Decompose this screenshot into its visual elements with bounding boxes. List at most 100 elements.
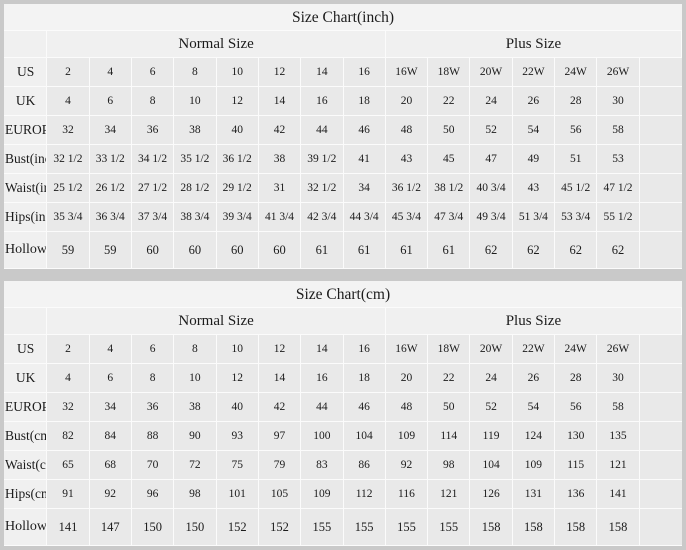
table-cell: 32 1/2 [300, 173, 344, 203]
table-cell: 34 [88, 392, 132, 422]
table-cell: 62 [554, 231, 598, 269]
group-header-plus-size: Plus Size [384, 307, 683, 335]
table-cell: 98 [427, 450, 471, 480]
table-cell: 44 3/4 [342, 202, 386, 232]
table-cell: 109 [511, 450, 556, 480]
table-row: Hollow to Floor(inch)5959606060606161616… [3, 231, 683, 269]
table-cell: 36 [130, 392, 175, 422]
table-cell: 32 [46, 115, 90, 145]
row-trailing-pad [638, 334, 683, 364]
chart-separator [0, 269, 686, 281]
chart-title: Size Chart(cm) [4, 281, 682, 308]
chart-title: Size Chart(inch) [4, 4, 682, 31]
row-trailing-pad [638, 115, 683, 145]
table-cell: 24 [469, 86, 513, 116]
table-cell: 62 [469, 231, 513, 269]
table-cell: 86 [342, 450, 386, 480]
table-cell: 16 [342, 334, 386, 364]
group-header-row: Normal Size Plus Size [3, 30, 683, 58]
table-cell: 6 [88, 363, 132, 393]
table-cell: 18 [342, 86, 386, 116]
table-cell: 58 [596, 392, 640, 422]
table-cell: 155 [427, 508, 471, 546]
table-cell: 20W [469, 57, 513, 87]
table-cell: 45 1/2 [554, 173, 598, 203]
table-cell: 16 [300, 363, 344, 393]
table-cell: 12 [257, 334, 302, 364]
table-cell: 10 [173, 363, 217, 393]
table-cell: 49 [511, 144, 556, 174]
table-cell: 6 [130, 334, 175, 364]
table-cell: 155 [300, 508, 344, 546]
table-cell: 52 [469, 115, 513, 145]
table-cell: 150 [173, 508, 217, 546]
row-label: UK [3, 363, 48, 393]
table-cell: 31 [257, 173, 302, 203]
table-cell: 18 [342, 363, 386, 393]
table-cell: 104 [342, 421, 386, 451]
table-cell: 40 3/4 [469, 173, 513, 203]
row-trailing-pad [638, 508, 683, 546]
table-cell: 97 [257, 421, 302, 451]
table-cell: 43 [511, 173, 556, 203]
group-header-plus-size: Plus Size [384, 30, 683, 58]
table-cell: 20 [384, 86, 429, 116]
size-table-inch-body: Size Chart(inch) Normal Size Plus Size US 2 4… [3, 4, 683, 269]
table-cell: 75 [215, 450, 259, 480]
table-row: EUROPE3234363840424446485052545658 [3, 392, 683, 422]
row-label: Waist(inch) [3, 173, 48, 203]
table-cell: 20 [384, 363, 429, 393]
table-row: US 2 4 6 8 10 12 14 16 16W 18W 20W 22W 24W 26W [3, 57, 683, 87]
table-cell: 30 [596, 363, 640, 393]
table-cell: 38 [173, 392, 217, 422]
table-cell: 126 [469, 479, 513, 509]
table-cell: 36 1/2 [215, 144, 259, 174]
table-cell: 55 1/2 [596, 202, 640, 232]
table-cell: 25 1/2 [46, 173, 90, 203]
table-cell: 147 [88, 508, 132, 546]
table-cell: 56 [554, 115, 598, 145]
table-cell: 70 [130, 450, 175, 480]
table-cell: 112 [342, 479, 386, 509]
table-cell: 24 [469, 363, 513, 393]
group-header-normal-size: Normal Size [46, 30, 386, 58]
table-row: US 2 4 6 8 10 12 14 16 16W 18W 20W 22W 24W 26W [3, 334, 683, 364]
table-cell: 41 [342, 144, 386, 174]
table-cell: 12 [257, 57, 302, 87]
table-cell: 46 [342, 392, 386, 422]
table-cell: 8 [130, 86, 175, 116]
table-cell: 26W [596, 334, 640, 364]
table-cell: 26 [511, 86, 556, 116]
table-cell: 119 [469, 421, 513, 451]
row-label: Hips(inch) [3, 202, 48, 232]
table-cell: 38 [257, 144, 302, 174]
table-cell: 53 [596, 144, 640, 174]
table-cell: 62 [511, 231, 556, 269]
table-cell: 72 [173, 450, 217, 480]
table-cell: 28 [554, 86, 598, 116]
table-row: Waist(inch)25 1/226 1/227 1/228 1/229 1/… [3, 173, 683, 203]
table-cell: 61 [384, 231, 429, 269]
table-cell: 20W [469, 334, 513, 364]
row-label: EUROPE [3, 392, 48, 422]
row-trailing-pad [638, 479, 683, 509]
table-cell: 43 [384, 144, 429, 174]
table-cell: 10 [215, 57, 259, 87]
table-cell: 158 [511, 508, 556, 546]
row-trailing-pad [638, 144, 683, 174]
table-cell: 8 [173, 57, 217, 87]
table-cell: 47 [469, 144, 513, 174]
table-cell: 58 [596, 115, 640, 145]
table-cell: 88 [130, 421, 175, 451]
table-cell: 121 [596, 450, 640, 480]
row-trailing-pad [638, 57, 683, 87]
table-cell: 92 [88, 479, 132, 509]
table-cell: 45 [427, 144, 471, 174]
table-cell: 8 [130, 363, 175, 393]
table-row: Bust(inch)32 1/233 1/234 1/235 1/236 1/2… [3, 144, 683, 174]
table-cell: 28 1/2 [173, 173, 217, 203]
table-row: EUROPE3234363840424446485052545658 [3, 115, 683, 145]
table-cell: 28 [554, 363, 598, 393]
table-cell: 6 [88, 86, 132, 116]
